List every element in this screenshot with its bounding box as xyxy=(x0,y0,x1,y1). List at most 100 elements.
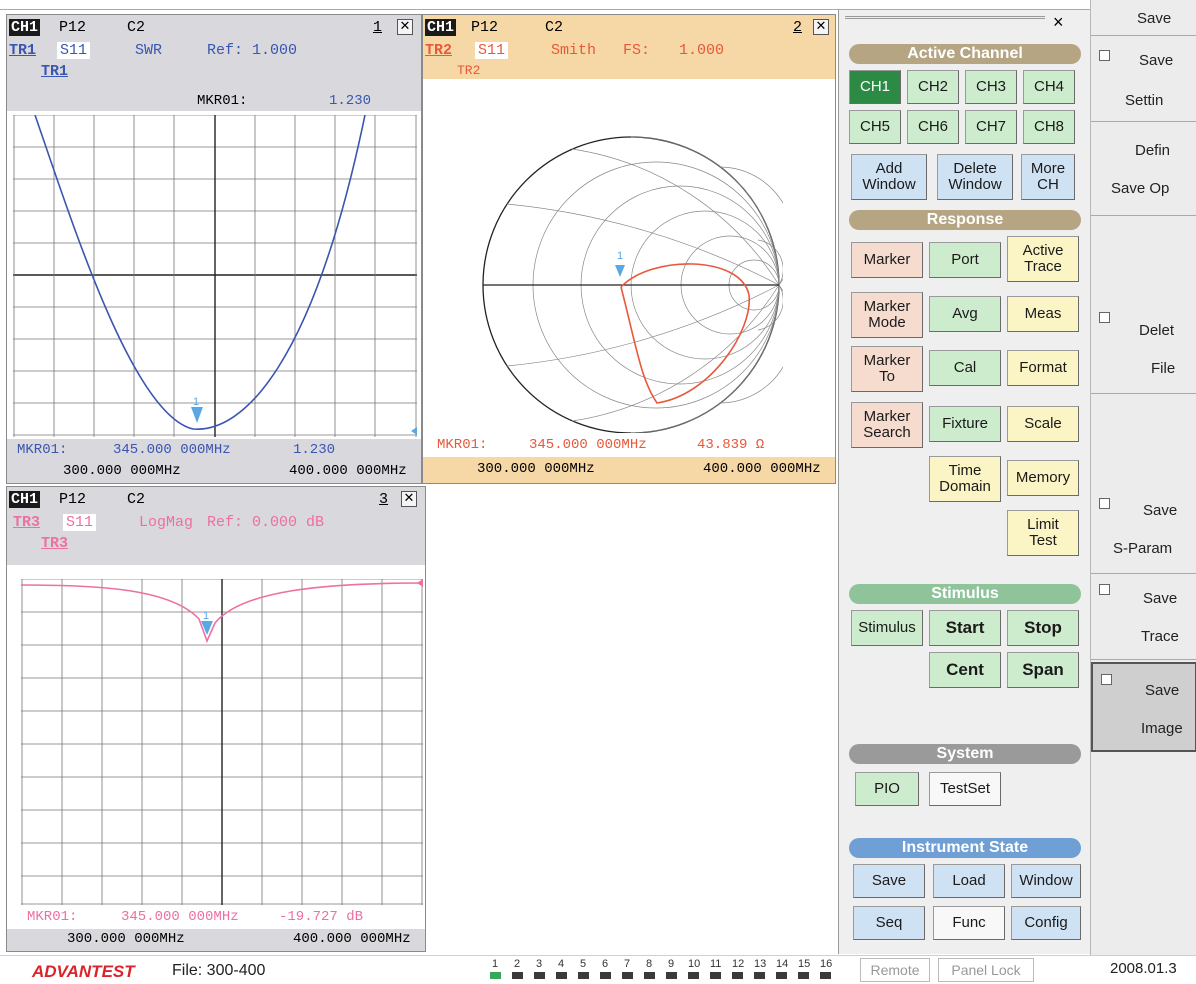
pio-button[interactable]: PIO xyxy=(855,772,919,806)
seq-button[interactable]: Seq xyxy=(853,906,925,940)
meas-button[interactable]: Meas xyxy=(1007,296,1079,332)
menu-grip xyxy=(845,16,1045,19)
window-number: 3 xyxy=(379,491,389,508)
start-frequency[interactable]: 300.000 000MHz xyxy=(67,931,185,947)
save-trace-item[interactable]: Save Trace xyxy=(1091,574,1196,660)
status-bar: ADVANTEST File: 300-400 1 2 3 4 5 6 7 8 … xyxy=(0,955,1196,984)
close-icon[interactable]: ✕ xyxy=(397,19,413,35)
save-button[interactable]: Save xyxy=(853,864,925,898)
softkey-menu: × Active Channel CH1 CH2 CH3 CH4 CH5 CH6… xyxy=(838,10,1090,954)
stop-frequency[interactable]: 400.000 000MHz xyxy=(703,461,821,477)
stimulus-button[interactable]: Stimulus xyxy=(851,610,923,646)
marker-value: 43.839 Ω xyxy=(697,437,765,453)
active-trace-button[interactable]: Active Trace xyxy=(1007,236,1079,282)
save-top-item[interactable]: Save xyxy=(1091,0,1196,36)
smith-chart[interactable]: 1 xyxy=(479,133,783,437)
save-sparam-item[interactable]: Save S-Param xyxy=(1091,488,1196,574)
fs-value: 1.000 xyxy=(679,42,725,59)
marker-search-button[interactable]: Marker Search xyxy=(851,402,923,448)
save-settings-item[interactable]: Save Settin xyxy=(1091,36,1196,122)
close-icon[interactable]: ✕ xyxy=(401,491,417,507)
remote-indicator: Remote xyxy=(860,958,930,982)
led-icon xyxy=(512,972,523,979)
close-icon[interactable]: ✕ xyxy=(813,19,829,35)
marker-frequency: 345.000 000MHz xyxy=(113,442,231,458)
chart-window-1[interactable]: CH1 P12 C2 1 ✕ TR1 S11 SWR Ref: 1.000 TR… xyxy=(6,14,422,484)
logmag-plot[interactable]: 1 xyxy=(21,579,423,905)
trace-tag: TR1 xyxy=(41,63,69,80)
tab-number: 14 xyxy=(776,958,789,970)
trace-label[interactable]: TR2 xyxy=(425,42,453,59)
marker-mode-button[interactable]: Marker Mode xyxy=(851,292,923,338)
fixture-button[interactable]: Fixture xyxy=(929,406,1001,442)
add-window-button[interactable]: Add Window xyxy=(851,154,927,200)
marker-to-button[interactable]: Marker To xyxy=(851,346,923,392)
more-ch-button[interactable]: More CH xyxy=(1021,154,1075,200)
memory-button[interactable]: Memory xyxy=(1007,460,1079,496)
stop-frequency[interactable]: 400.000 000MHz xyxy=(293,931,411,947)
marker-readout-value: 1.230 xyxy=(329,93,372,109)
tab-number: 3 xyxy=(536,958,543,970)
label: S-Param xyxy=(1113,540,1173,557)
marker-button[interactable]: Marker xyxy=(851,242,923,278)
label: More xyxy=(1030,160,1066,178)
led-icon xyxy=(798,972,809,979)
ch7-button[interactable]: CH7 xyxy=(965,110,1017,144)
cal-label: C2 xyxy=(127,19,146,36)
center-button[interactable]: Cent xyxy=(929,652,1001,688)
checkbox-icon xyxy=(1099,498,1110,509)
avg-button[interactable]: Avg xyxy=(929,296,1001,332)
func-button[interactable]: Func xyxy=(933,906,1005,940)
stop-frequency[interactable]: 400.000 000MHz xyxy=(289,463,407,479)
delete-window-button[interactable]: Delete Window xyxy=(937,154,1013,200)
marker-number: 1 xyxy=(203,610,209,622)
cal-button[interactable]: Cal xyxy=(929,350,1001,386)
marker-arrow-icon[interactable] xyxy=(201,621,213,635)
save-image-item[interactable]: Save Image xyxy=(1091,662,1196,752)
tab-number: 2 xyxy=(514,958,521,970)
ch6-button[interactable]: CH6 xyxy=(907,110,959,144)
section-instrument-state: Instrument State xyxy=(849,838,1081,858)
param-label: S11 xyxy=(63,514,97,531)
label: Defin xyxy=(1135,142,1171,159)
ch8-button[interactable]: CH8 xyxy=(1023,110,1075,144)
label: Window xyxy=(948,176,1002,193)
start-frequency[interactable]: 300.000 000MHz xyxy=(63,463,181,479)
port-button[interactable]: Port xyxy=(929,242,1001,278)
trace-label[interactable]: TR1 xyxy=(9,42,37,59)
ch4-button[interactable]: CH4 xyxy=(1023,70,1075,104)
limit-test-button[interactable]: Limit Test xyxy=(1007,510,1079,556)
chart-window-2[interactable]: CH1 P12 C2 2 ✕ TR2 S11 Smith FS: 1.000 T… xyxy=(422,14,836,484)
load-button[interactable]: Load xyxy=(933,864,1005,898)
span-button[interactable]: Span xyxy=(1007,652,1079,688)
scale-button[interactable]: Scale xyxy=(1007,406,1079,442)
delete-file-item[interactable]: Delet File xyxy=(1091,306,1196,394)
window-button[interactable]: Window xyxy=(1011,864,1081,898)
chart-window-3[interactable]: CH1 P12 C2 3 ✕ TR3 S11 LogMag Ref: 0.000… xyxy=(6,486,426,952)
led-icon xyxy=(600,972,611,979)
testset-button[interactable]: TestSet xyxy=(929,772,1001,806)
ch3-button[interactable]: CH3 xyxy=(965,70,1017,104)
ch1-button[interactable]: CH1 xyxy=(849,70,901,104)
start-button[interactable]: Start xyxy=(929,610,1001,646)
ref-marker-icon xyxy=(417,579,423,587)
config-button[interactable]: Config xyxy=(1011,906,1081,940)
led-icon xyxy=(556,972,567,979)
port-label: P12 xyxy=(59,19,87,36)
marker-arrow-icon[interactable] xyxy=(191,407,203,423)
time-domain-button[interactable]: Time Domain xyxy=(929,456,1001,502)
channel-label: CH1 xyxy=(9,19,41,36)
ch5-button[interactable]: CH5 xyxy=(849,110,901,144)
window-3-footer: MKR01: 345.000 000MHz -19.727 dB 300.000… xyxy=(7,907,425,951)
start-frequency[interactable]: 300.000 000MHz xyxy=(477,461,595,477)
marker-arrow-icon[interactable] xyxy=(615,265,625,277)
define-save-options-item[interactable]: Defin Save Op xyxy=(1091,124,1196,216)
ch2-button[interactable]: CH2 xyxy=(907,70,959,104)
stop-button[interactable]: Stop xyxy=(1007,610,1079,646)
trace-label[interactable]: TR3 xyxy=(13,514,41,531)
close-icon[interactable]: × xyxy=(1053,12,1064,32)
format-button[interactable]: Format xyxy=(1007,350,1079,386)
checkbox-icon xyxy=(1099,312,1110,323)
swr-plot[interactable]: 1 xyxy=(13,115,417,437)
